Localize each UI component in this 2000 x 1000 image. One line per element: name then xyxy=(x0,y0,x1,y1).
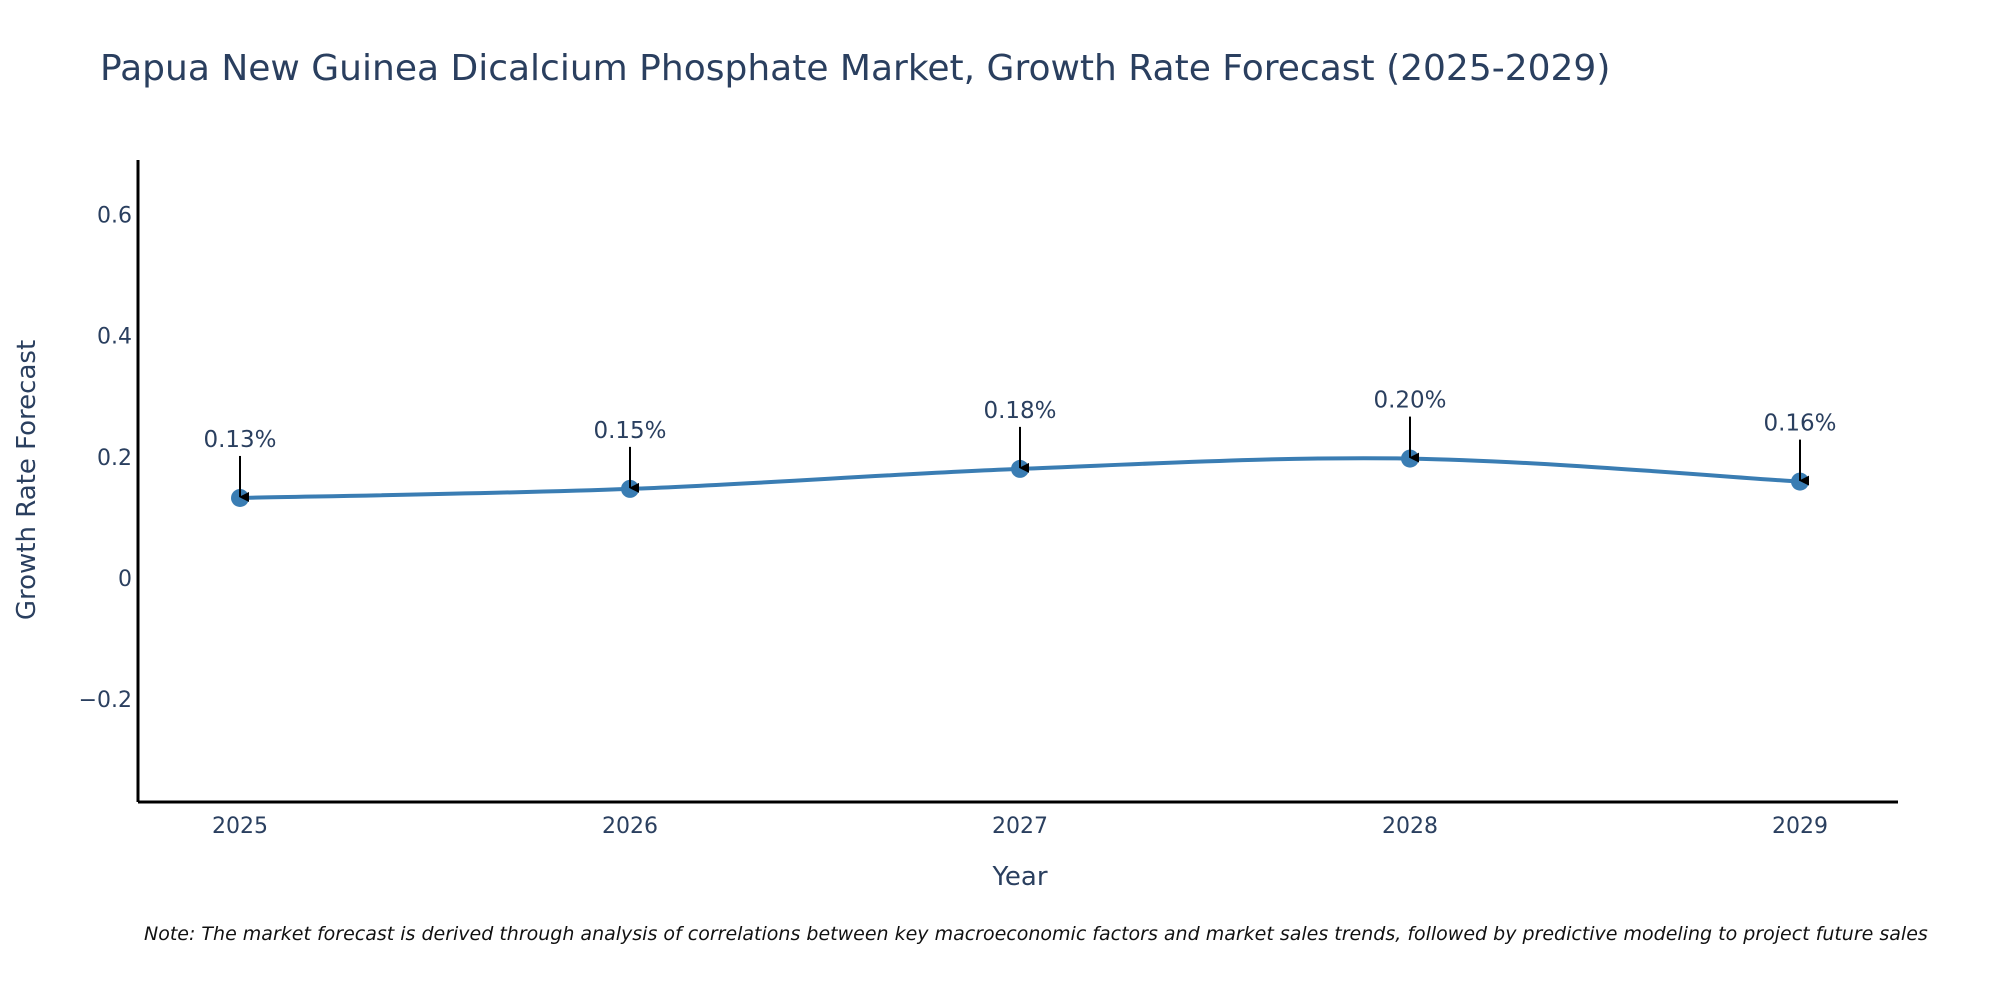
data-label: 0.15% xyxy=(593,418,666,444)
data-annotations: 0.13% 0.15% 0.18% 0.20% 0.16% xyxy=(203,388,1837,502)
data-label: 0.20% xyxy=(1373,388,1446,414)
data-label: 0.18% xyxy=(983,398,1056,424)
x-tick-label: 2027 xyxy=(992,814,1048,839)
data-label: 0.13% xyxy=(203,427,276,453)
x-tick-label: 2028 xyxy=(1382,814,1438,839)
x-tick-label: 2026 xyxy=(602,814,658,839)
y-tick-label: 0 xyxy=(118,567,132,592)
y-axis-title: Growth Rate Forecast xyxy=(12,340,42,620)
y-tick-label: 0.6 xyxy=(97,204,132,229)
x-tick-label: 2029 xyxy=(1772,814,1828,839)
y-tick-label: −0.2 xyxy=(79,688,132,713)
chart-title: Papua New Guinea Dicalcium Phosphate Mar… xyxy=(100,48,1610,89)
y-tick-label: 0.4 xyxy=(97,325,132,350)
y-axis-ticks: −0.2 0 0.2 0.4 0.6 xyxy=(79,204,132,714)
x-axis-title: Year xyxy=(991,862,1047,892)
x-axis-ticks: 2025 2026 2027 2028 2029 xyxy=(212,814,1828,839)
x-tick-label: 2025 xyxy=(212,814,268,839)
footnote: Note: The market forecast is derived thr… xyxy=(144,923,1928,945)
data-label: 0.16% xyxy=(1763,411,1836,437)
y-tick-label: 0.2 xyxy=(97,446,132,471)
